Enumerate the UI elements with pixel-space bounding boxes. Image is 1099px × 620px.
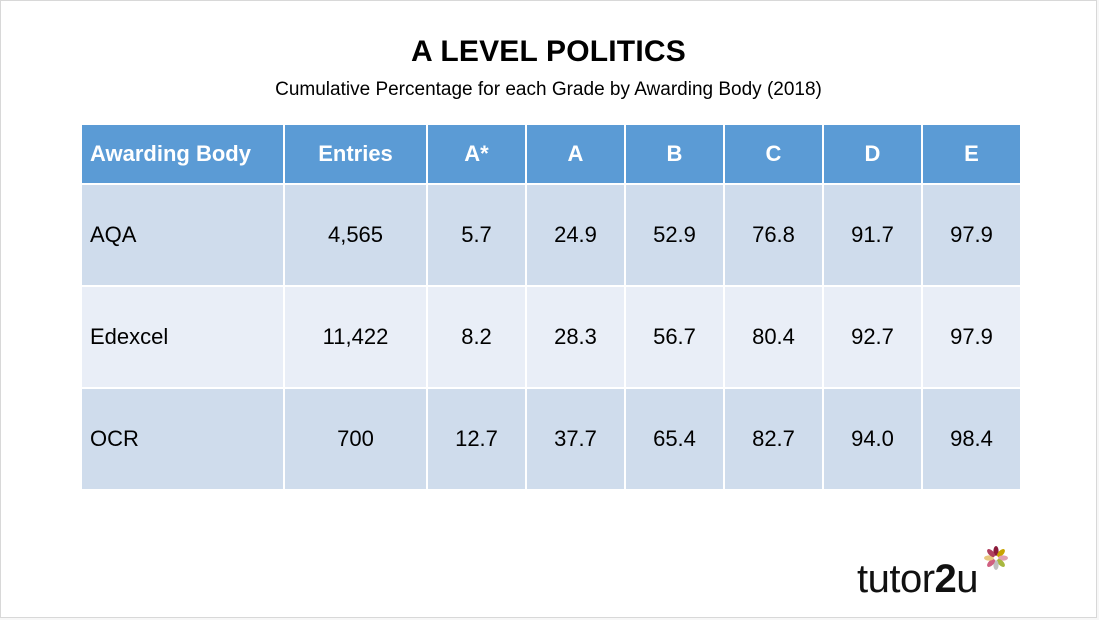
grade-a-cell: 28.3 <box>525 285 626 389</box>
grade-e-cell: 97.9 <box>921 285 1022 389</box>
awarding-body-cell: AQA <box>80 183 285 287</box>
grade-c-cell: 76.8 <box>723 183 824 287</box>
grade-a-cell: 37.7 <box>525 387 626 491</box>
grade-b-cell: 52.9 <box>624 183 725 287</box>
table-row: AQA 4,565 5.7 24.9 52.9 76.8 91.7 97.9 <box>80 183 1022 287</box>
table-row: OCR 700 12.7 37.7 65.4 82.7 94.0 98.4 <box>80 387 1022 491</box>
tutor2u-logo: tutor2u <box>857 546 1008 601</box>
grade-a-star-cell: 5.7 <box>426 183 527 287</box>
grade-d-cell: 94.0 <box>822 387 923 491</box>
column-header-entries: Entries <box>283 123 428 185</box>
entries-cell: 700 <box>283 387 428 491</box>
grade-a-star-cell: 12.7 <box>426 387 527 491</box>
grade-b-cell: 56.7 <box>624 285 725 389</box>
column-header-b: B <box>624 123 725 185</box>
grade-table: Awarding Body Entries A* A B C D E AQA 4… <box>80 123 1022 491</box>
column-header-e: E <box>921 123 1022 185</box>
page-title: A LEVEL POLITICS <box>411 35 686 68</box>
grade-d-cell: 92.7 <box>822 285 923 389</box>
grade-c-cell: 82.7 <box>723 387 824 491</box>
grade-d-cell: 91.7 <box>822 183 923 287</box>
page-subtitle: Cumulative Percentage for each Grade by … <box>275 79 822 100</box>
entries-cell: 4,565 <box>283 183 428 287</box>
grade-c-cell: 80.4 <box>723 285 824 389</box>
awarding-body-cell: Edexcel <box>80 285 285 389</box>
awarding-body-cell: OCR <box>80 387 285 491</box>
column-header-d: D <box>822 123 923 185</box>
entries-cell: 11,422 <box>283 285 428 389</box>
grade-a-cell: 24.9 <box>525 183 626 287</box>
table-row: Edexcel 11,422 8.2 28.3 56.7 80.4 92.7 9… <box>80 285 1022 389</box>
column-header-a: A <box>525 123 626 185</box>
logo-text: tutor2u <box>857 557 979 601</box>
table-header-row: Awarding Body Entries A* A B C D E <box>80 123 1022 185</box>
grade-e-cell: 98.4 <box>921 387 1022 491</box>
grade-a-star-cell: 8.2 <box>426 285 527 389</box>
grade-b-cell: 65.4 <box>624 387 725 491</box>
flower-icon <box>984 546 1008 570</box>
column-header-c: C <box>723 123 824 185</box>
column-header-awarding-body: Awarding Body <box>80 123 285 185</box>
grade-e-cell: 97.9 <box>921 183 1022 287</box>
column-header-a-star: A* <box>426 123 527 185</box>
